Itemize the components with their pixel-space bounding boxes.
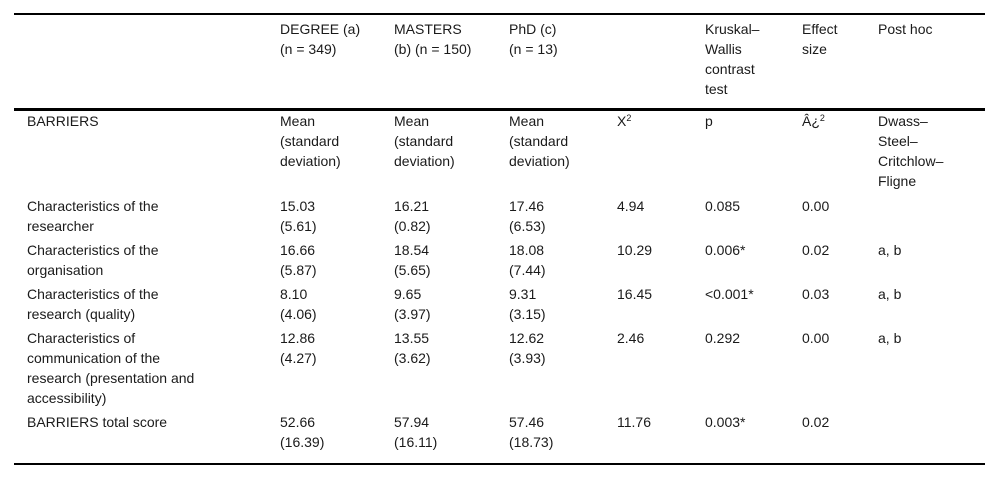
group-header-effect-size: Effect size: [802, 14, 878, 111]
cell-chi-squared: 2.46: [617, 330, 645, 346]
cell-masters-mean: 13.55 (3.62): [394, 330, 431, 366]
eta-squared-superscript: 2: [819, 113, 825, 123]
barriers-statistics-table: DEGREE (a) (n = 349) MASTERS (b) (n = 15…: [14, 13, 985, 465]
cell-p-value: 0.003*: [705, 414, 746, 430]
column-header-chi-squared: X2: [617, 110, 705, 197]
table-row-characteristics-communication: Characteristics of communication of the …: [14, 328, 985, 412]
group-header-empty: [14, 14, 280, 111]
column-header-row: BARRIERS Mean (standard deviation) Mean …: [14, 110, 985, 197]
cell-masters-mean: 18.54 (5.65): [394, 242, 431, 278]
cell-degree-mean: 52.66 (16.39): [280, 414, 325, 450]
table-row-characteristics-organisation: Characteristics of the organisation 16.6…: [14, 240, 985, 284]
eta-squared-base: Â¿: [802, 113, 820, 129]
group-header-phd: PhD (c) (n = 13): [509, 14, 617, 111]
cell-p-value: 0.006*: [705, 242, 746, 258]
column-header-p: p: [705, 113, 713, 129]
group-header-masters: MASTERS (b) (n = 150): [394, 14, 509, 111]
cell-label: Characteristics of the research (quality…: [27, 286, 159, 322]
cell-chi-squared: 10.29: [617, 242, 653, 258]
cell-masters-mean: 57.94 (16.11): [394, 414, 438, 450]
column-header-dwass-steel-critchlow-fligne: Dwass– Steel– Critchlow– Fligne: [878, 113, 944, 189]
cell-chi-squared: 16.45: [617, 286, 653, 302]
cell-masters-mean: 16.21 (0.82): [394, 198, 431, 234]
cell-phd-mean: 18.08 (7.44): [509, 242, 546, 278]
cell-label: BARRIERS total score: [27, 414, 168, 430]
cell-chi-squared: 11.76: [617, 414, 651, 430]
cell-label: Characteristics of the organisation: [27, 242, 159, 278]
cell-post-hoc: a, b: [878, 286, 902, 302]
cell-label: Characteristics of the researcher: [27, 198, 159, 234]
chi-squared-superscript: 2: [626, 113, 632, 123]
cell-post-hoc: a, b: [878, 242, 902, 258]
chi-squared-base: X: [617, 113, 627, 129]
column-header-barriers: BARRIERS: [27, 113, 99, 129]
cell-degree-mean: 8.10 (4.06): [280, 286, 317, 322]
cell-effect-size: 0.03: [802, 286, 830, 302]
cell-post-hoc: [878, 412, 985, 464]
cell-degree-mean: 12.86 (4.27): [280, 330, 317, 366]
cell-degree-mean: 15.03 (5.61): [280, 198, 317, 234]
cell-p-value: 0.292: [705, 330, 741, 346]
cell-p-value: 0.085: [705, 198, 741, 214]
group-header-degree: DEGREE (a) (n = 349): [280, 14, 394, 111]
table-row-characteristics-researcher: Characteristics of the researcher 15.03 …: [14, 196, 985, 240]
cell-phd-mean: 17.46 (6.53): [509, 198, 546, 234]
cell-effect-size: 0.02: [802, 414, 830, 430]
cell-post-hoc: a, b: [878, 330, 902, 346]
cell-chi-squared: 4.94: [617, 198, 645, 214]
cell-phd-mean: 12.62 (3.93): [509, 330, 546, 366]
column-header-eta-squared: Â¿2: [802, 110, 878, 197]
cell-effect-size: 0.00: [802, 198, 830, 214]
cell-post-hoc: [878, 196, 985, 240]
group-header-empty-chi: [617, 14, 705, 111]
group-header-post-hoc: Post hoc: [878, 14, 985, 111]
cell-degree-mean: 16.66 (5.87): [280, 242, 317, 278]
group-header-row: DEGREE (a) (n = 349) MASTERS (b) (n = 15…: [14, 14, 985, 111]
column-header-mean-phd: Mean (standard deviation): [509, 113, 570, 169]
column-header-mean-masters: Mean (standard deviation): [394, 113, 455, 169]
column-header-mean-degree: Mean (standard deviation): [280, 113, 341, 169]
cell-p-value: <0.001*: [705, 286, 754, 302]
cell-effect-size: 0.00: [802, 330, 830, 346]
group-header-kruskal-wallis: Kruskal– Wallis contrast test: [705, 14, 802, 111]
table-row-barriers-total-score: BARRIERS total score 52.66 (16.39) 57.94…: [14, 412, 985, 464]
cell-phd-mean: 9.31 (3.15): [509, 286, 546, 322]
cell-effect-size: 0.02: [802, 242, 830, 258]
cell-label: Characteristics of communication of the …: [27, 330, 195, 406]
table-row-characteristics-research-quality: Characteristics of the research (quality…: [14, 284, 985, 328]
cell-phd-mean: 57.46 (18.73): [509, 414, 554, 450]
cell-masters-mean: 9.65 (3.97): [394, 286, 431, 322]
